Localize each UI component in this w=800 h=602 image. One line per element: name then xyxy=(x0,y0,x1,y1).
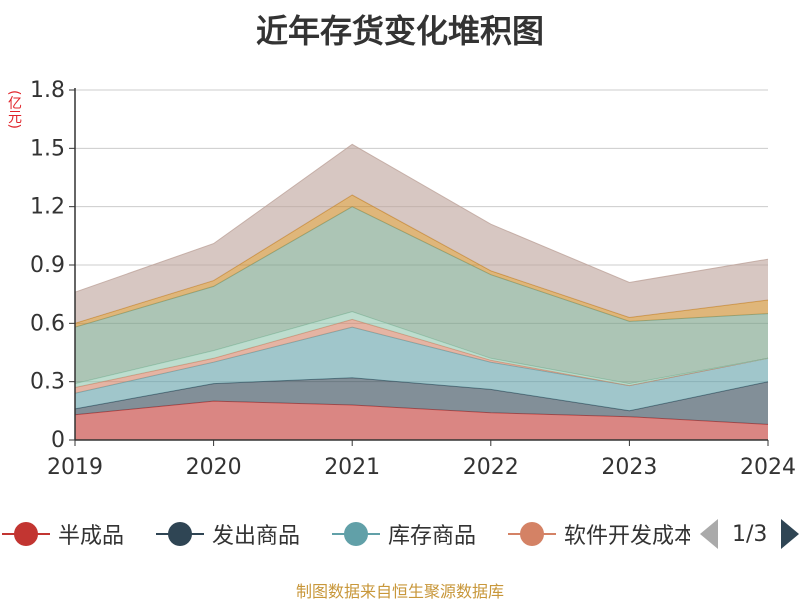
legend-items-container: 半成品 发出商品 库存商品 软件开发成本 xyxy=(0,514,690,554)
y-tick-label: 0.9 xyxy=(30,253,65,278)
legend-dot xyxy=(168,522,192,546)
next-page-arrow-icon[interactable] xyxy=(781,519,800,549)
legend-item-半成品[interactable]: 半成品 xyxy=(2,514,124,554)
legend-item-软件开发成本[interactable]: 软件开发成本 xyxy=(508,514,690,554)
y-axis-unit-label: (亿元) xyxy=(6,90,22,129)
legend-pager: 1/3 xyxy=(700,514,800,554)
chart-legend: 半成品 发出商品 库存商品 软件开发成本 1/3 xyxy=(0,514,800,554)
chart-title: 近年存货变化堆积图 xyxy=(255,12,544,50)
y-tick-label: 0 xyxy=(51,428,65,453)
x-tick-label: 2022 xyxy=(463,455,519,480)
area-series-5 xyxy=(75,206,768,384)
legend-dot xyxy=(14,522,38,546)
prev-page-arrow-icon[interactable] xyxy=(700,519,718,549)
y-tick-label: 1.2 xyxy=(30,195,65,220)
legend-dot xyxy=(520,522,544,546)
x-tick-label: 2019 xyxy=(47,455,103,480)
legend-marker-icon xyxy=(2,519,50,549)
legend-dot xyxy=(344,522,368,546)
legend-page-indicator: 1/3 xyxy=(732,521,768,547)
legend-marker-icon xyxy=(332,519,380,549)
x-tick-label: 2020 xyxy=(186,455,242,480)
legend-marker-icon xyxy=(156,519,204,549)
data-source-note: 制图数据来自恒生聚源数据库 xyxy=(295,582,504,601)
area-edge-series-7 xyxy=(74,143,769,293)
y-tick-label: 1.5 xyxy=(30,136,65,161)
legend-item-库存商品[interactable]: 库存商品 xyxy=(332,514,476,554)
area-edge-series-1 xyxy=(74,377,769,412)
area-series-6 xyxy=(75,195,768,328)
x-tick-label: 2021 xyxy=(324,455,380,480)
legend-label: 半成品 xyxy=(58,524,125,549)
y-tick-label: 1.8 xyxy=(30,78,65,103)
y-tick-label: 0.3 xyxy=(30,370,65,395)
legend-item-发出商品[interactable]: 发出商品 xyxy=(156,514,300,554)
stacked-area-chart: 0 0.3 0.6 0.9 1.2 1.5 1.8 2019 2020 2021 2022 2023 2… xyxy=(30,78,796,480)
legend-marker-icon xyxy=(508,519,556,549)
area-series-1 xyxy=(75,377,768,425)
area-series-2 xyxy=(75,327,768,411)
y-tick-label: 0.6 xyxy=(30,311,65,336)
area-series-0 xyxy=(75,401,768,440)
legend-label: 库存商品 xyxy=(388,524,477,549)
legend-label: 发出商品 xyxy=(212,524,301,549)
legend-label: 软件开发成本 xyxy=(564,524,690,549)
x-tick-label: 2023 xyxy=(601,455,657,480)
area-series-7 xyxy=(75,144,768,324)
x-tick-label: 2024 xyxy=(740,455,796,480)
